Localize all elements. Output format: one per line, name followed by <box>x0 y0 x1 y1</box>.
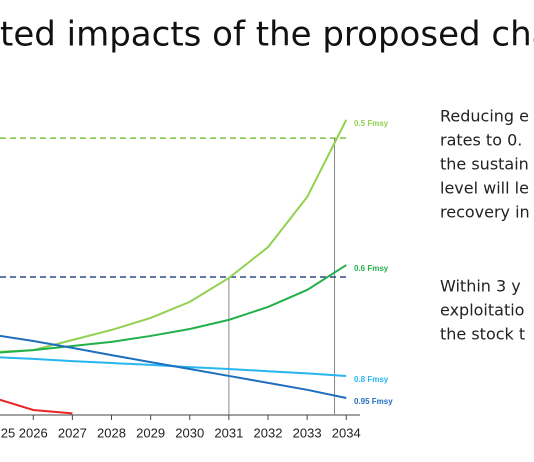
plot-area <box>0 119 348 415</box>
side-text-line: the sustain <box>440 155 529 174</box>
side-text-line: recovery in <box>440 203 530 222</box>
slide-title: ted impacts of the proposed cha <box>0 15 534 55</box>
x-tick-label: 2026 <box>19 425 48 440</box>
x-tick-label: 25 <box>1 425 15 440</box>
side-text-line: Reducing e <box>440 107 529 126</box>
side-text: Reducing e rates to 0. the sustain level wi… <box>440 107 530 344</box>
series-label: 0.8 Fmsy <box>354 375 389 384</box>
x-tick-label: 2027 <box>58 425 87 440</box>
chart: 25 2026 2027 2028 2029 2030 2031 2032 2033 2034 0.… <box>0 119 393 440</box>
side-text-line: level will le <box>440 179 529 198</box>
x-tick-label: 2033 <box>293 425 322 440</box>
x-tick-label: 2028 <box>97 425 126 440</box>
side-text-line: the stock t <box>440 325 525 344</box>
side-text-line: rates to 0. <box>440 131 522 150</box>
side-text-line: exploitatio <box>440 301 524 320</box>
series-line <box>0 398 73 415</box>
series-line <box>0 119 348 353</box>
x-tick-label: 2034 <box>332 425 361 440</box>
x-tick-label: 2031 <box>214 425 243 440</box>
series-label: 0.95 Fmsy <box>354 397 393 406</box>
series-label: 0.5 Fmsy <box>354 119 389 128</box>
series-line <box>0 264 347 354</box>
series-line <box>0 334 347 399</box>
side-text-line: Within 3 y <box>440 277 521 296</box>
x-tick-label: 2032 <box>254 425 283 440</box>
series-label: 0.6 Fmsy <box>354 264 389 273</box>
x-tick-label: 2029 <box>136 425 165 440</box>
x-tick-label: 2030 <box>175 425 204 440</box>
